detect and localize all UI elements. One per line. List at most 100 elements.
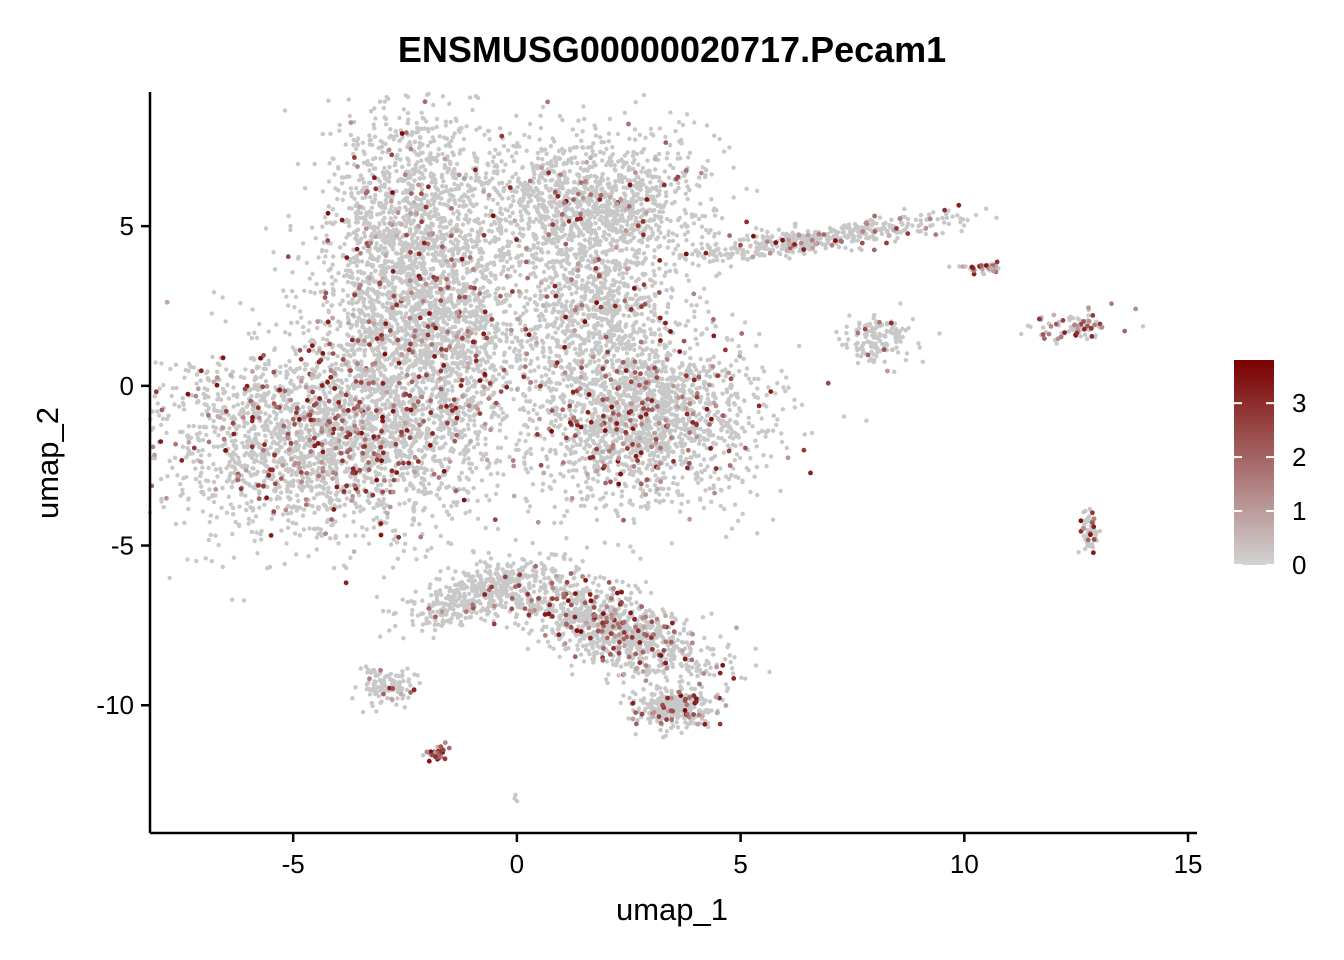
cell-point (482, 238, 488, 243)
cell-point (599, 214, 604, 219)
cell-point (436, 426, 441, 432)
cell-point (421, 476, 427, 482)
cell-point (444, 225, 449, 230)
cell-point (552, 520, 557, 526)
cell-point (333, 366, 338, 372)
cell-point (200, 412, 205, 417)
cell-point (437, 224, 442, 229)
cell-point (397, 147, 403, 153)
cell-point (467, 311, 473, 316)
cell-point (275, 505, 280, 510)
cell-point (355, 227, 361, 232)
cell-point (351, 519, 356, 524)
cell-point (231, 512, 236, 517)
cell-point (246, 521, 251, 526)
cell-point (420, 403, 425, 408)
cell-point (240, 407, 245, 412)
cell-point (380, 292, 385, 297)
cell-point (289, 389, 294, 394)
cell-point (382, 203, 388, 208)
cell-point (324, 233, 329, 238)
cell-point (353, 146, 359, 151)
cell-point (367, 138, 372, 143)
cell-point (355, 446, 361, 451)
cell-point (645, 193, 650, 198)
cell-point (383, 233, 388, 239)
cell-point (461, 282, 466, 287)
cell-point (464, 338, 470, 344)
cell-point (378, 272, 383, 277)
cell-point (331, 454, 337, 459)
cell-point (466, 380, 472, 385)
cell-point (453, 245, 458, 250)
cell-point (304, 260, 310, 266)
cell-point (172, 402, 177, 407)
cell-point (198, 453, 204, 458)
cell-point (410, 516, 416, 521)
cell-point (389, 229, 394, 235)
cell-point (327, 390, 332, 395)
cell-point (165, 474, 170, 479)
cell-point (498, 206, 503, 211)
cell-point (383, 141, 388, 147)
cell-point (450, 302, 455, 307)
cell-point (436, 147, 441, 152)
cell-point (405, 266, 411, 271)
cell-point (542, 317, 547, 323)
cell-point (528, 369, 533, 374)
cell-point (273, 431, 278, 436)
cell-point (413, 256, 419, 261)
cell-point (244, 507, 249, 513)
cell-point (524, 288, 529, 294)
cell-point (406, 301, 411, 306)
cell-point (362, 479, 367, 484)
cell-point (207, 487, 212, 492)
cell-point (532, 293, 538, 298)
cell-point (355, 257, 360, 262)
cell-point (240, 401, 245, 406)
cell-point (475, 364, 480, 369)
cell-point (286, 213, 291, 219)
cell-point (347, 113, 352, 119)
cell-point (376, 464, 381, 469)
cell-point (278, 409, 284, 414)
cell-point (266, 390, 271, 395)
cell-point (398, 366, 404, 371)
cell-point (426, 224, 432, 230)
cell-point (159, 361, 164, 366)
cell-point (337, 504, 343, 509)
cell-point (326, 485, 331, 490)
cell-point (410, 522, 415, 527)
cell-point (363, 217, 368, 223)
cell-point (447, 101, 452, 107)
cell-point (310, 225, 315, 230)
cell-point (210, 354, 215, 360)
cell-point (421, 351, 426, 357)
cell-point (372, 126, 377, 131)
cell-point (302, 288, 307, 293)
cell-point (510, 264, 515, 269)
cell-point (405, 368, 410, 373)
cell-point (460, 417, 465, 422)
cell-point (282, 441, 288, 446)
cell-point (376, 291, 382, 296)
cell-point (412, 252, 418, 258)
cell-point (361, 160, 367, 165)
cell-point (376, 385, 381, 391)
cell-point (262, 395, 267, 400)
cell-point (268, 431, 274, 436)
cell-point (304, 423, 309, 428)
cell-point (368, 180, 373, 186)
cell-point (432, 458, 437, 464)
cell-point (674, 233, 679, 238)
cell-point (448, 187, 453, 192)
cell-point (530, 260, 536, 265)
cell-point (387, 238, 393, 243)
cell-point (377, 221, 382, 226)
cell-point (200, 437, 206, 443)
cell-point (309, 486, 315, 491)
cell-point (375, 312, 380, 317)
cell-point (478, 315, 484, 320)
cell-point (428, 272, 433, 277)
cell-point (323, 392, 328, 398)
